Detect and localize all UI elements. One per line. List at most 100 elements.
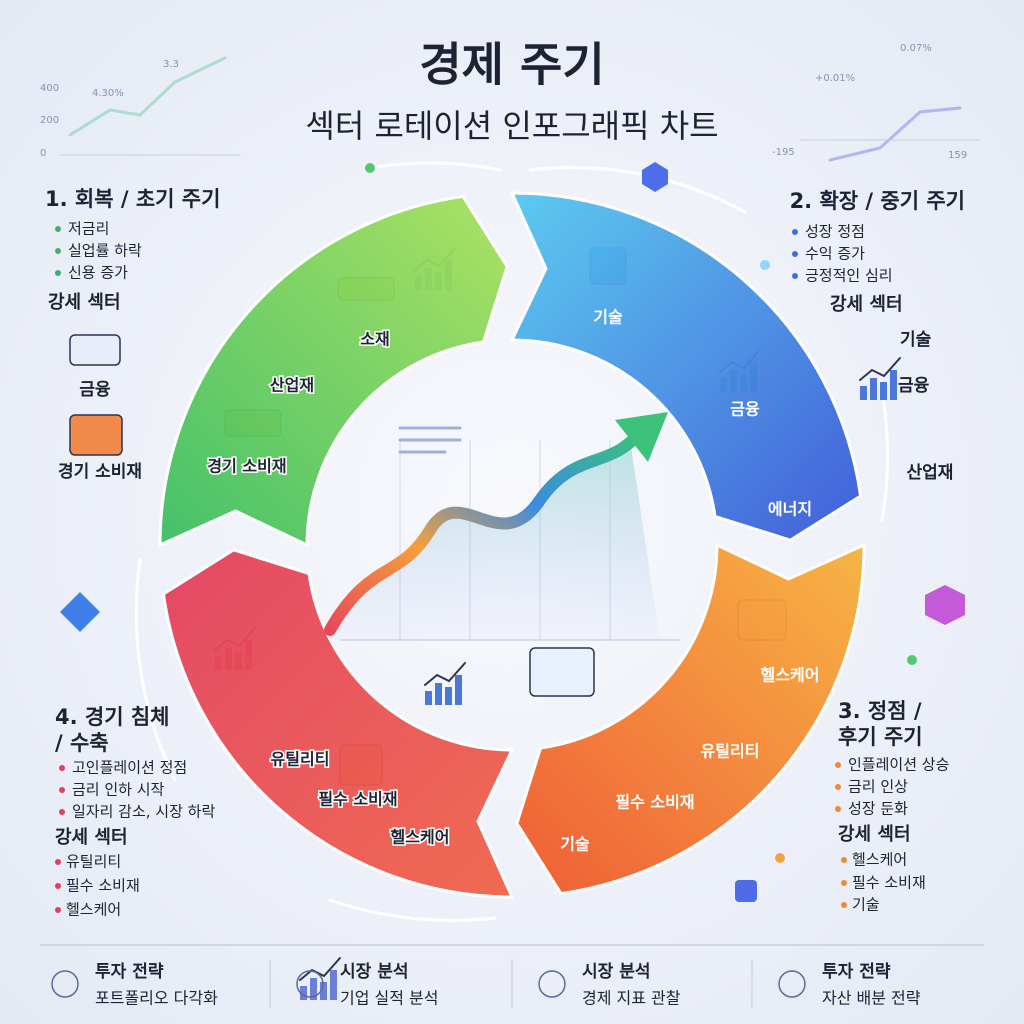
sector: 산업재 [907, 463, 954, 483]
icon-bar [330, 970, 337, 1000]
ring-label: 헬스케어 [391, 828, 450, 847]
cycle-segment [509, 191, 863, 542]
icon-bar [445, 687, 452, 705]
phase-point: 성장 정점 [805, 223, 865, 241]
phase-point: 금리 인상 [848, 778, 908, 796]
bg-arc [328, 898, 497, 922]
icon-line [859, 357, 901, 381]
center-area [330, 440, 660, 640]
cycle-segment [158, 194, 509, 548]
footer-title: 시장 분석 [582, 962, 650, 982]
sector-heading: 강세 섹터 [838, 824, 911, 845]
bullet [55, 859, 61, 865]
subtitle: 섹터 로테이션 인포그래픽 차트 [305, 107, 718, 145]
cycle-segment [161, 548, 515, 899]
sector: 기술 [852, 896, 880, 914]
bullet [55, 883, 61, 889]
icon-bar [425, 691, 432, 705]
icon [69, 334, 121, 366]
bg-arc [134, 558, 177, 782]
phase-title: 1. 회복 / 초기 주기 [45, 187, 220, 211]
cycle-segment [515, 542, 866, 896]
gem [735, 880, 757, 902]
sector-heading: 강세 섹터 [830, 294, 903, 315]
background-label: +0.01% [815, 73, 855, 84]
icon-bar [880, 382, 887, 400]
icon [529, 647, 595, 697]
sector: 경기 소비재 [58, 462, 142, 482]
icon-line [424, 662, 466, 686]
phase-point: 수익 증가 [805, 245, 865, 263]
phase-title: 2. 확장 / 중기 주기 [790, 189, 965, 213]
footer-icon [51, 970, 79, 998]
bullet [792, 273, 798, 279]
cycle-ring [158, 191, 866, 899]
bg-sparkline [68, 56, 227, 137]
footer-subtitle: 자산 배분 전략 [822, 989, 921, 1008]
icon-chart [424, 662, 466, 705]
bullet [59, 809, 65, 815]
footer-subtitle: 경제 지표 관찰 [582, 989, 681, 1008]
icon [69, 414, 123, 456]
gem [925, 585, 965, 625]
footer-title: 시장 분석 [340, 962, 408, 982]
sector: 유틸리티 [66, 853, 121, 871]
icon-bar [310, 978, 317, 1000]
bullet [55, 270, 61, 276]
bullet [792, 229, 798, 235]
bullet [841, 880, 847, 886]
bullet [841, 857, 847, 863]
background-label: 0 [40, 148, 46, 159]
ring-label: 유틸리티 [271, 750, 330, 769]
footer-subtitle: 포트폴리오 다각화 [95, 989, 218, 1008]
background-label: 3.3 [163, 59, 179, 70]
footer-icon [538, 970, 566, 998]
gem [642, 162, 668, 192]
gem [60, 592, 100, 632]
background-label: 0.07% [900, 43, 932, 54]
sector-heading: 강세 섹터 [48, 292, 121, 313]
bullet [835, 762, 841, 768]
ring-label: 금융 [730, 400, 760, 419]
phase-point: 성장 둔화 [848, 800, 908, 818]
bullet [59, 787, 65, 793]
ring-label: 경기 소비재 [207, 457, 286, 476]
phase-point: 인플레이션 상승 [848, 756, 949, 774]
ring-label: 유틸리티 [701, 742, 760, 761]
center-arrowhead [615, 412, 668, 462]
ring-label: 기술 [593, 308, 623, 327]
sector: 헬스케어 [66, 901, 121, 919]
background-label: 159 [948, 150, 967, 161]
ring-label: 기술 [560, 835, 590, 854]
title: 경제 주기 [419, 38, 604, 92]
bg-sparkline [828, 106, 962, 162]
phase-point: 금리 인하 시작 [72, 781, 165, 799]
phase-point: 실업률 하락 [68, 242, 142, 260]
ring-label: 소재 [360, 330, 389, 349]
background-label: -195 [772, 147, 795, 158]
ring-label: 필수 소비재 [318, 790, 397, 809]
bg-arc [368, 161, 502, 172]
bullet [59, 765, 65, 771]
bg-arc [528, 166, 747, 214]
bullet [835, 806, 841, 812]
phase-title: / 수축 [55, 731, 109, 755]
sector-heading: 강세 섹터 [55, 827, 128, 848]
icon-bar [300, 986, 307, 1000]
footer-icon [296, 970, 324, 998]
icon-bar [455, 675, 462, 705]
background-label: 4.30% [92, 88, 124, 99]
phase-point: 신용 증가 [68, 264, 128, 282]
ring-label: 필수 소비재 [615, 793, 694, 812]
bullet [792, 251, 798, 257]
icon-bar [435, 683, 442, 705]
ring-label: 산업재 [270, 376, 314, 395]
phase-point: 일자리 감소, 시장 하락 [72, 803, 215, 821]
phase-title: 3. 정점 / [838, 699, 922, 723]
phase-title: 후기 주기 [838, 725, 923, 749]
dot [365, 163, 375, 173]
